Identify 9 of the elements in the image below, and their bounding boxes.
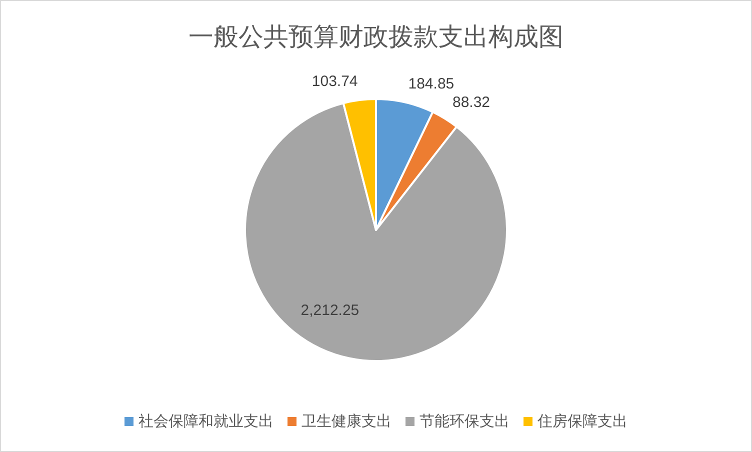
data-label: 2,212.25 xyxy=(300,302,360,319)
data-label: 103.74 xyxy=(312,73,358,90)
legend-label: 节能环保支出 xyxy=(420,413,510,430)
chart-title: 一般公共预算财政拨款支出构成图 xyxy=(188,23,564,51)
data-label: 88.32 xyxy=(452,94,490,111)
data-label: 184.85 xyxy=(408,76,454,93)
legend-label: 住房保障支出 xyxy=(536,413,628,430)
legend-label: 卫生健康支出 xyxy=(302,413,392,430)
legend-label: 社会保障和就业支出 xyxy=(138,413,274,430)
